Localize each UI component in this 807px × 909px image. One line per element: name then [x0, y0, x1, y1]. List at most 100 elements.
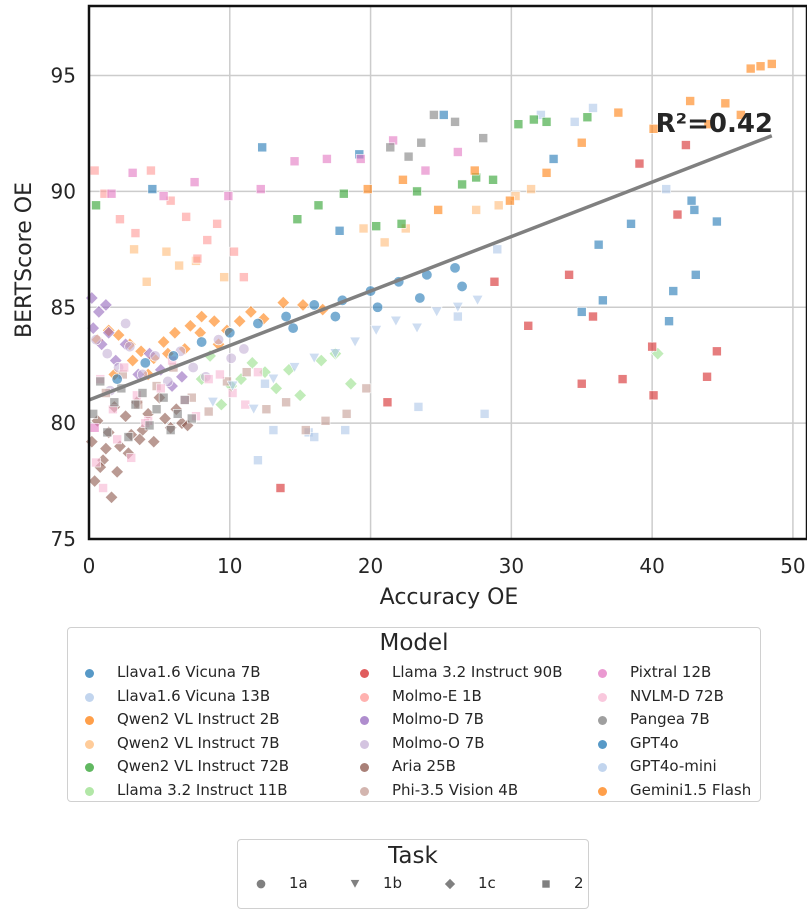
data-point [372, 301, 384, 313]
data-point [720, 98, 731, 109]
data-point [361, 383, 372, 394]
data-point [89, 422, 100, 433]
data-point [648, 124, 659, 134]
data-point [712, 346, 722, 357]
data-point [147, 434, 161, 449]
data-point [126, 453, 137, 463]
data-point [598, 295, 608, 306]
data-point [219, 272, 229, 282]
data-point [141, 276, 152, 287]
data-point [245, 356, 260, 370]
data-point [241, 367, 252, 377]
data-point [99, 298, 113, 312]
plot-frame [87, 4, 807, 541]
data-point [626, 219, 636, 229]
regression-line [88, 134, 773, 402]
data-point [471, 295, 484, 306]
data-point [736, 110, 746, 120]
y-axis-label: BERTScore OE [12, 182, 37, 338]
data-point [289, 156, 300, 167]
data-point [158, 392, 169, 403]
data-point [203, 406, 214, 417]
data-point [98, 483, 108, 493]
data-point [309, 432, 320, 442]
data-point [224, 327, 236, 339]
data-point [433, 205, 443, 215]
data-point [129, 244, 139, 255]
legend-label: Llama 3.2 Instruct 11B [117, 780, 288, 799]
data-point [576, 307, 587, 317]
data-point [685, 96, 695, 106]
data-point [137, 388, 148, 398]
data-point [712, 216, 722, 227]
legend-swatch [598, 739, 607, 749]
data-point [226, 380, 239, 392]
data-point [229, 246, 239, 257]
data-point [541, 117, 552, 127]
data-point [548, 154, 559, 164]
data-point [438, 110, 449, 120]
data-point [255, 184, 266, 194]
y-tick-label: 95 [51, 64, 76, 88]
data-point [232, 314, 247, 328]
data-point [276, 295, 291, 310]
data-point [203, 374, 214, 384]
data-point [147, 184, 158, 194]
data-point [379, 237, 390, 248]
data-point [202, 235, 213, 245]
data-point [118, 409, 133, 423]
data-point [529, 114, 539, 125]
data-point [576, 378, 587, 389]
data-point [112, 434, 122, 445]
task-legend-label: 2 [574, 874, 584, 892]
data-point [90, 334, 102, 346]
data-point [288, 362, 301, 374]
legend-label: Molmo-E 1B [392, 686, 482, 705]
legend-swatch [360, 669, 369, 678]
legend-swatch [85, 692, 94, 702]
legend-swatch [85, 763, 94, 772]
legend-label: GPT4o-mini [630, 757, 717, 775]
data-point [661, 184, 672, 194]
data-point [167, 350, 179, 362]
data-point [329, 348, 342, 360]
data-point [471, 205, 481, 215]
data-point [292, 214, 303, 224]
data-point [412, 186, 422, 197]
model-legend-title: Model [379, 630, 449, 656]
data-point [212, 219, 222, 229]
x-tick-label: 20 [358, 554, 383, 578]
data-point [134, 344, 148, 359]
data-point [234, 372, 248, 386]
y-tick-label: 80 [51, 411, 76, 435]
data-point [127, 168, 138, 178]
data-point [206, 397, 219, 408]
x-tick-label: 30 [499, 554, 524, 578]
data-point [85, 291, 99, 305]
data-point [187, 361, 199, 374]
legend-label: Pangea 7B [630, 710, 710, 728]
data-point [196, 336, 208, 348]
r-squared-annotation: R²=0.42 [656, 109, 773, 139]
data-point [413, 402, 424, 412]
data-point [403, 151, 414, 162]
data-point [385, 142, 396, 153]
data-point [146, 165, 156, 176]
data-point [689, 205, 700, 215]
data-point [156, 335, 171, 349]
legend-label: Llama 3.2 Instruct 90B [392, 663, 563, 681]
data-point [85, 434, 99, 449]
data-point [151, 404, 162, 415]
data-point [301, 425, 311, 435]
data-point [755, 61, 766, 72]
data-point [414, 292, 426, 304]
legend-label: Qwen2 VL Instruct 7B [117, 733, 280, 752]
data-point [703, 119, 714, 129]
data-point [192, 253, 203, 264]
data-point [247, 403, 260, 415]
data-point [244, 305, 258, 319]
legend-label: Aria 25B [392, 757, 456, 775]
data-point [320, 416, 331, 426]
data-point [186, 413, 197, 424]
